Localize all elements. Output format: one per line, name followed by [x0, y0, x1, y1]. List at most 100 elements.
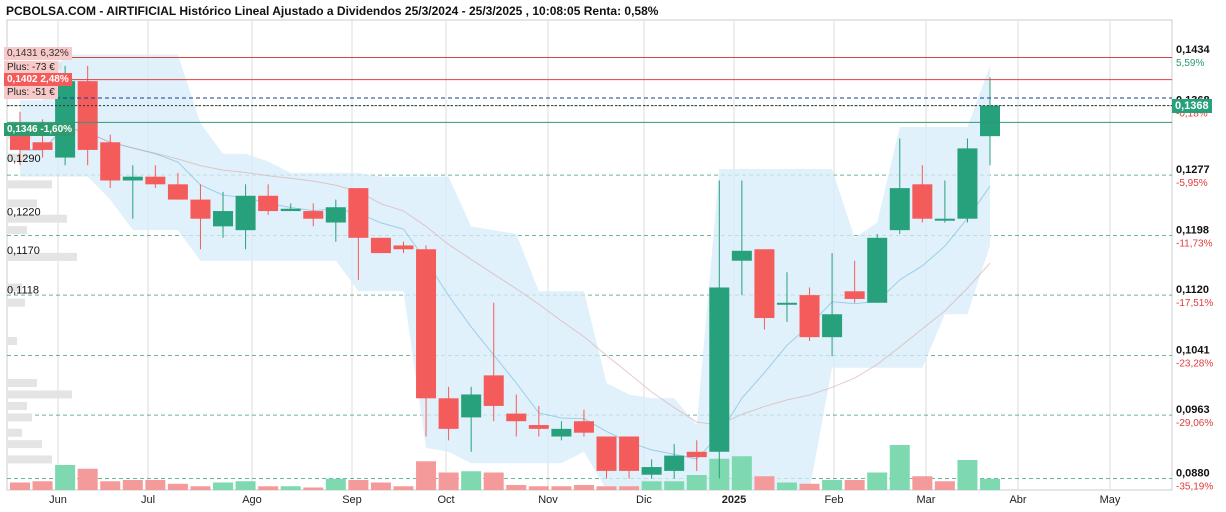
volume-bar [799, 483, 820, 490]
volume-profile-bar [7, 455, 52, 464]
candle-body [528, 425, 549, 429]
x-tick-label: Abr [1009, 494, 1026, 506]
candle-body [686, 451, 707, 458]
bollinger-band [20, 54, 990, 490]
candle-body [483, 375, 504, 406]
volume-bar [190, 486, 211, 490]
volume-bar [10, 482, 30, 490]
candle-body [551, 428, 572, 437]
reference-lines-layer [7, 56, 1172, 123]
right-pct-label: -29,06% [1176, 418, 1213, 429]
volume-profile-bar [7, 440, 42, 449]
volume-bar [889, 445, 910, 490]
volume-bar [325, 478, 346, 490]
volume-bar [483, 472, 504, 490]
volume-bar [393, 486, 414, 490]
volume-bar [438, 472, 459, 490]
volume-profile-bar [7, 401, 27, 410]
candle-body [370, 237, 391, 254]
volume-bar [213, 482, 234, 490]
volume-profile-bar [7, 199, 37, 208]
candle-body [122, 176, 143, 181]
right-price-label: 0,1277 [1176, 164, 1210, 176]
candle-body [867, 237, 888, 303]
volume-profile-bar [7, 298, 25, 307]
reference-tag-0-1346: 0,1346 -1,60% [4, 123, 76, 137]
candle-body [731, 250, 752, 261]
x-tick-label: Sep [342, 494, 362, 506]
reference-tag-0-1402: 0,1402 2,48% [4, 72, 72, 86]
candle-body [416, 249, 437, 399]
x-tick-label: May [1100, 494, 1121, 506]
volume-profile-bar [7, 336, 17, 345]
volume-bar [641, 481, 662, 490]
volume-profile-bar [7, 390, 72, 399]
volume-bar [280, 486, 301, 490]
volume-profile-bar [7, 153, 27, 162]
volume-profile-bar [7, 180, 52, 189]
candle-body [325, 207, 346, 223]
candle-body [213, 211, 234, 227]
candle-body [641, 467, 662, 475]
candles-layer [10, 65, 1000, 479]
x-tick-label: Ago [242, 494, 262, 506]
reference-tag-plus-0-1431: Plus: -73 € [4, 61, 58, 75]
left-price-label: 0,1290 [7, 153, 41, 165]
volume-bar [664, 481, 685, 490]
volume-bar [596, 486, 617, 490]
candle-body [776, 302, 797, 305]
candle-body [709, 287, 730, 452]
candle-body [145, 176, 166, 185]
candle-body [190, 199, 211, 219]
volume-profile-bar [7, 283, 22, 292]
x-tick-label: Feb [825, 494, 844, 506]
candle-body [980, 105, 1000, 137]
candle-body [957, 148, 978, 219]
reference-tag-plus-0-1402: Plus: -51 € [4, 85, 58, 99]
candle-body [32, 142, 53, 150]
volume-bar [686, 475, 707, 490]
volume-bar [235, 481, 256, 490]
volume-profile-bar [7, 226, 27, 235]
volume-bar [167, 483, 188, 490]
x-tick-label: Nov [538, 494, 558, 506]
volume-bar [122, 480, 143, 490]
volume-bar [258, 486, 279, 490]
right-price-label: 0,1041 [1176, 344, 1210, 356]
candle-body [619, 436, 640, 471]
volume-bar [573, 485, 594, 490]
candle-body [799, 295, 820, 338]
right-pct-label: -11,73% [1176, 239, 1213, 250]
candle-body [100, 142, 121, 181]
candle-body [77, 81, 98, 150]
candle-body [55, 81, 76, 158]
candle-body [348, 188, 369, 238]
volume-bar [348, 480, 369, 490]
candle-body [934, 218, 955, 221]
left-price-label: 0,1220 [7, 207, 41, 219]
volume-bar [303, 487, 324, 490]
candle-body [596, 436, 617, 471]
candle-body [664, 455, 685, 471]
right-price-label: 0,0963 [1176, 404, 1210, 416]
volume-profile-bar [7, 428, 22, 437]
bollinger-band-layer [20, 54, 991, 490]
reference-tag-0-1431: 0,1431 6,32% [4, 47, 72, 61]
right-price-label: 0,1434 [1176, 44, 1211, 56]
volume-bar [867, 472, 888, 490]
volume-bar [934, 481, 955, 490]
x-tick-label: 2025 [722, 494, 746, 506]
volume-bar [145, 480, 166, 490]
volume-bar [731, 456, 752, 490]
chart-title: PCBOLSA.COM - AIRTIFICIAL Histórico Line… [6, 4, 659, 18]
right-pct-label: -0,18% [1176, 109, 1208, 120]
volume-bar [77, 468, 98, 490]
axis-layer: Jun Jul Ago Sep Oct Nov Dic 2025 Feb Mar Abr May 0,1… [7, 44, 1213, 506]
volume-bar [32, 481, 53, 490]
volume-bar [776, 482, 797, 490]
volume-bar [844, 480, 865, 490]
candle-body [912, 184, 933, 219]
candle-body [506, 413, 527, 422]
candle-body [235, 195, 256, 231]
